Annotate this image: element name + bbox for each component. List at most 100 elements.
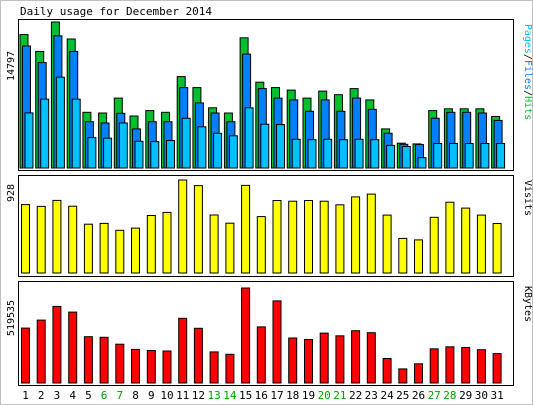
pages-bar-29: [464, 143, 474, 169]
day-label-8: 8: [132, 389, 139, 402]
hits-panel-border: [18, 19, 514, 171]
day-label-14: 14: [223, 389, 237, 402]
visits-bar-7: [115, 229, 125, 274]
day-label-16: 16: [255, 389, 268, 402]
day-label-31: 31: [490, 389, 503, 402]
pages-bar-25: [401, 146, 411, 169]
visits-bar-3: [52, 199, 62, 274]
pages-bar-9: [150, 141, 160, 169]
pages-bar-21: [338, 139, 348, 169]
kbytes-bar-21: [335, 335, 345, 384]
day-label-25: 25: [396, 389, 409, 402]
day-label-6: 6: [101, 389, 108, 402]
day-label-18: 18: [286, 389, 299, 402]
visits-bar-19: [304, 200, 313, 274]
chart-title: Daily usage for December 2014: [20, 5, 212, 18]
kbytes-bar-15: [241, 287, 251, 384]
visits-bar-10: [162, 211, 172, 274]
kbytes-bar-25: [398, 368, 408, 384]
visits-bar-28: [445, 201, 455, 274]
kbytes-bar-6: [99, 336, 109, 384]
kbytes-bar-13: [209, 351, 219, 384]
day-label-3: 3: [54, 389, 61, 402]
day-label-26: 26: [412, 389, 425, 402]
visits-bar-8: [131, 227, 140, 274]
pages-bar-13: [213, 132, 223, 169]
pages-bar-5: [87, 137, 97, 169]
kbytes-bar-10: [162, 350, 172, 384]
day-label-12: 12: [192, 389, 205, 402]
day-label-30: 30: [475, 389, 488, 402]
day-label-24: 24: [380, 389, 394, 402]
pages-bar-4: [71, 98, 81, 169]
kbytes-bar-7: [115, 343, 125, 384]
kbytes-bar-1: [21, 327, 30, 384]
legend-hits: Hits: [522, 96, 533, 120]
pages-bar-18: [291, 138, 301, 169]
pages-bar-22: [354, 138, 364, 169]
day-label-23: 23: [365, 389, 378, 402]
visits-bar-18: [288, 200, 298, 274]
kbytes-bar-4: [68, 311, 78, 384]
pages-bar-31: [496, 143, 506, 169]
pages-bar-10: [166, 140, 175, 169]
pages-bar-26: [417, 157, 427, 169]
visits-bar-15: [241, 184, 251, 274]
kbytes-bar-16: [256, 326, 266, 384]
visits-bar-22: [351, 196, 361, 274]
pages-bar-24: [386, 144, 396, 169]
pages-bar-28: [448, 143, 458, 169]
kbytes-bar-5: [83, 336, 93, 384]
visits-bar-26: [414, 239, 423, 274]
pages-bar-15: [244, 107, 254, 169]
day-label-27: 27: [428, 389, 441, 402]
day-label-21: 21: [333, 389, 346, 402]
visits-bar-9: [146, 215, 156, 274]
pages-bar-6: [103, 137, 113, 169]
day-label-2: 2: [38, 389, 45, 402]
kbytes-bar-24: [382, 358, 392, 384]
kbytes-bar-22: [351, 330, 361, 384]
day-label-28: 28: [443, 389, 456, 402]
visits-bar-23: [366, 193, 376, 274]
pages-bar-8: [134, 140, 144, 169]
kbytes-bar-14: [225, 353, 235, 384]
day-label-19: 19: [302, 389, 315, 402]
kbytes-bar-19: [304, 339, 313, 384]
kbytes-bar-12: [193, 327, 203, 384]
pages-bar-20: [323, 138, 333, 169]
day-label-13: 13: [207, 389, 220, 402]
visits-bar-16: [256, 216, 266, 274]
pages-bar-2: [40, 98, 50, 169]
visits-panel-border: [18, 175, 514, 277]
day-label-15: 15: [239, 389, 252, 402]
kbytes-bar-20: [319, 332, 329, 384]
pages-bar-27: [433, 143, 443, 169]
visits-bar-13: [209, 214, 219, 274]
svg-text:Pages/Files/Hits: Pages/Files/Hits: [522, 24, 533, 120]
visits-bar-11: [178, 179, 188, 274]
day-label-29: 29: [459, 389, 472, 402]
kbytes-bar-18: [288, 337, 298, 384]
kbytes-bar-29: [461, 347, 471, 384]
visits-legend: Visits: [522, 180, 533, 216]
kbytes-bar-2: [36, 319, 46, 384]
day-label-22: 22: [349, 389, 362, 402]
day-label-9: 9: [148, 389, 155, 402]
visits-bar-5: [83, 223, 93, 274]
legend-kbytes: KBytes: [522, 286, 533, 322]
visits-bar-1: [21, 204, 30, 274]
day-label-1: 1: [22, 389, 29, 402]
kbytes-bar-9: [146, 350, 156, 384]
legend-pages: Pages: [522, 24, 533, 54]
visits-max-label: 928: [6, 184, 17, 202]
pages-bar-3: [55, 76, 65, 169]
day-label-17: 17: [270, 389, 283, 402]
kbytes-panel-border: [18, 281, 514, 386]
hits-legend: Pages/Files/Hits: [522, 24, 533, 120]
kbytes-bar-17: [272, 300, 282, 384]
hits-max-label: 14797: [6, 51, 17, 81]
pages-bar-12: [197, 126, 207, 169]
